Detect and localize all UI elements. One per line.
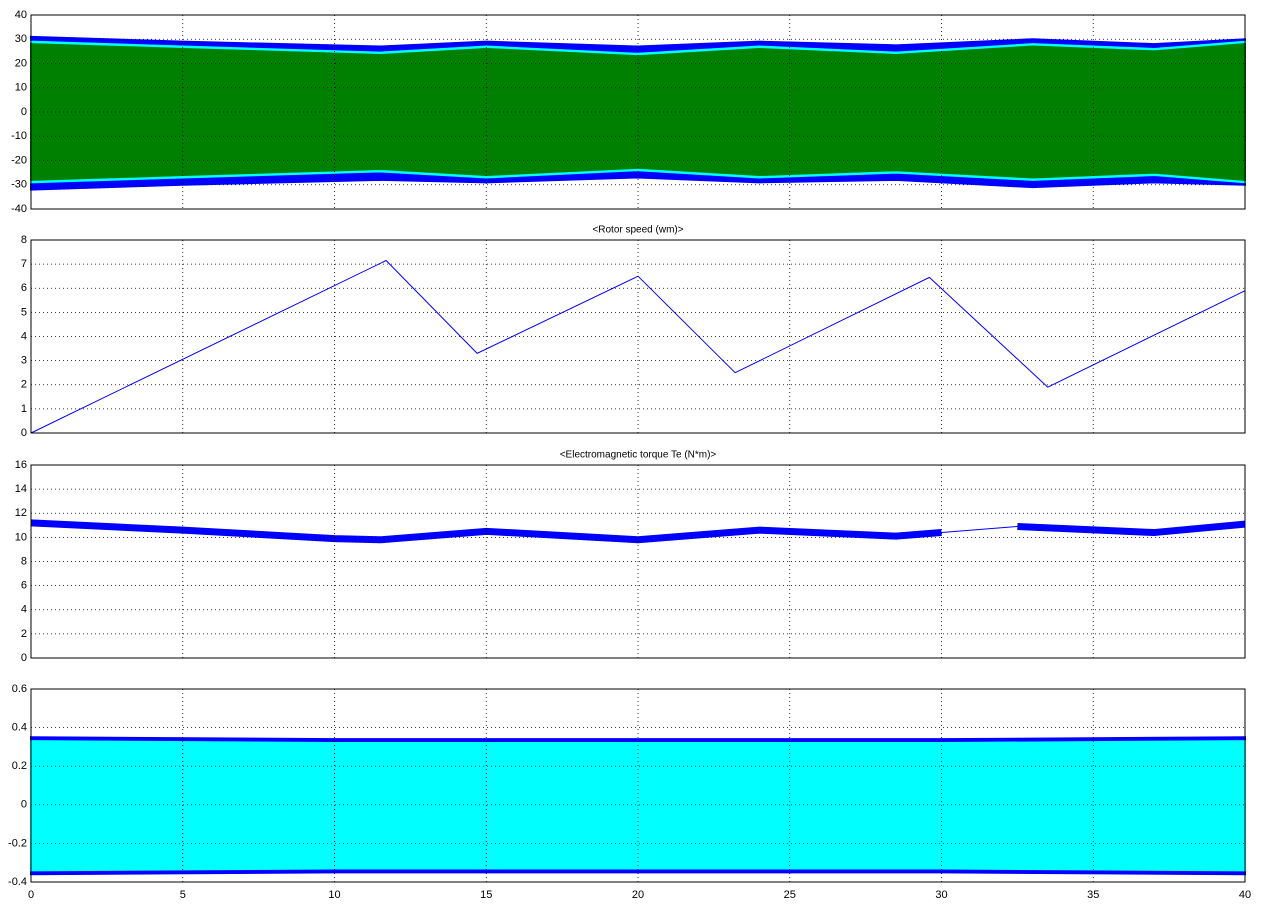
chart-title: <Electromagnetic torque Te (N*m)> [560, 450, 717, 461]
y-tick-label: 5 [21, 306, 27, 318]
x-tick-label: 0 [28, 889, 34, 901]
y-tick-label: 1 [21, 403, 27, 415]
y-tick-label: 40 [15, 9, 27, 21]
signal-line [30, 519, 1246, 544]
y-tick-label: 0 [21, 106, 27, 118]
x-tick-label: 5 [180, 889, 186, 901]
y-tick-label: 0.4 [12, 722, 27, 734]
y-tick-label: 10 [15, 531, 27, 543]
y-tick-label: 0 [21, 652, 27, 664]
axes-frame [30, 239, 1246, 434]
y-tick-label: 8 [21, 555, 27, 567]
y-tick-label: 0.2 [12, 760, 27, 772]
axes-frame [30, 14, 1246, 210]
y-tick-label: 2 [21, 628, 27, 640]
y-tick-label: 16 [15, 459, 27, 471]
y-tick-label: 4 [21, 604, 27, 616]
axes-frame [30, 688, 1246, 883]
y-tick-label: 7 [21, 258, 27, 270]
y-tick-label: 12 [15, 507, 27, 519]
y-tick-label: -0.2 [8, 837, 27, 849]
y-tick-label: -0.4 [8, 876, 27, 888]
y-tick-label: 0.6 [12, 683, 27, 695]
x-tick-label: 35 [1087, 889, 1099, 901]
signal-line [30, 259, 1246, 434]
y-tick-label: 14 [15, 483, 27, 495]
x-tick-label: 10 [328, 889, 340, 901]
y-tick-label: 0 [21, 427, 27, 439]
y-tick-label: 3 [21, 355, 27, 367]
chart-title: <Rotor speed (wm)> [592, 225, 683, 236]
y-tick-label: 4 [21, 330, 27, 342]
y-tick-label: 20 [15, 57, 27, 69]
x-tick-label: 20 [632, 889, 644, 901]
y-tick-label: 6 [21, 580, 27, 592]
x-tick-label: 25 [784, 889, 796, 901]
y-tick-label: 30 [15, 33, 27, 45]
y-tick-label: -20 [11, 154, 27, 166]
y-tick-label: -30 [11, 179, 27, 191]
x-tick-label: 15 [480, 889, 492, 901]
x-tick-label: 30 [935, 889, 947, 901]
y-tick-label: -40 [11, 203, 27, 215]
x-tick-label: 40 [1239, 889, 1251, 901]
y-tick-label: 2 [21, 379, 27, 391]
axes-frame [30, 464, 1246, 659]
y-tick-label: 10 [15, 82, 27, 94]
y-tick-label: -10 [11, 130, 27, 142]
y-tick-label: 0 [21, 799, 27, 811]
y-tick-label: 8 [21, 234, 27, 246]
y-tick-label: 6 [21, 282, 27, 294]
